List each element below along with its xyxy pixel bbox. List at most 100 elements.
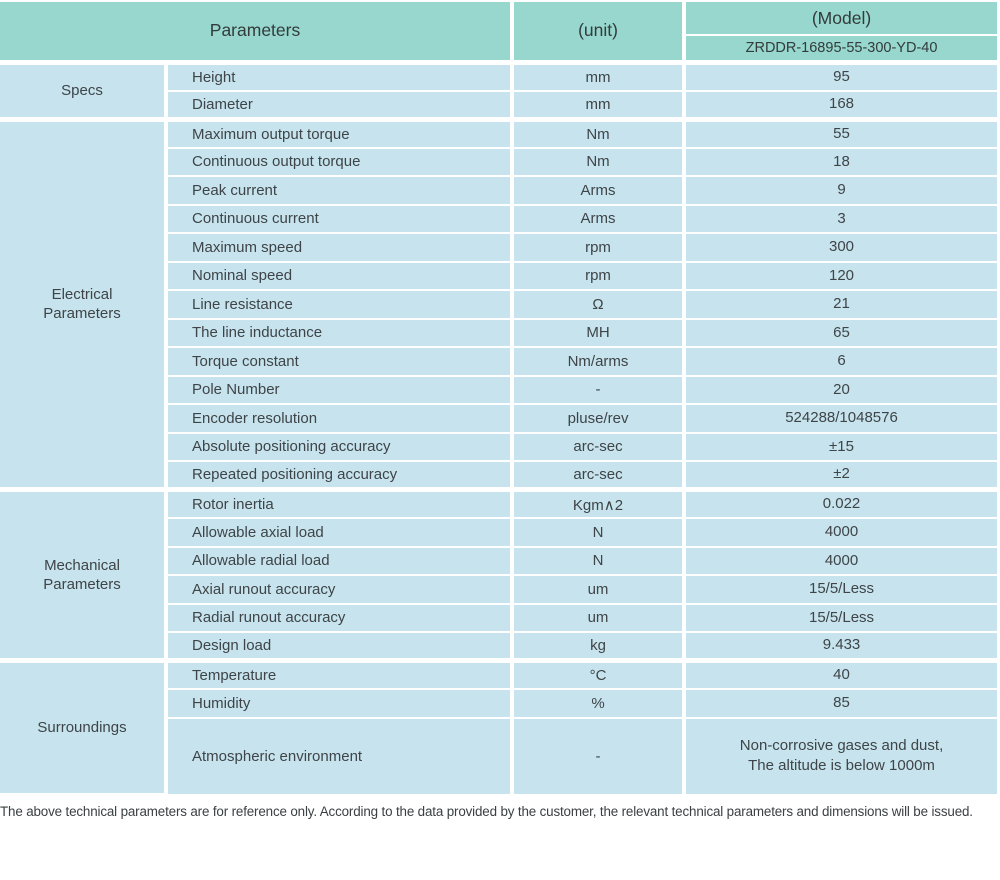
table-row: Axial runout accuracy um 15/5/Less: [0, 574, 998, 605]
header-parameters: Parameters: [0, 2, 515, 63]
header-row-1: Parameters (unit) (Model): [0, 2, 998, 63]
table-row: Absolute positioning accuracy arc-sec ±15: [0, 431, 998, 462]
param-cell: Absolute positioning accuracy: [163, 431, 515, 462]
table-row: Continuous output torque Nm 18: [0, 146, 998, 177]
unit-cell: mm: [510, 59, 687, 92]
param-cell: Allowable radial load: [163, 545, 515, 576]
value-cell: 3: [682, 203, 998, 234]
header-model: (Model): [682, 2, 998, 36]
value-cell: 15/5/Less: [682, 574, 998, 605]
table-row: Line resistance Ω 21: [0, 289, 998, 320]
table-row: Radial runout accuracy um 15/5/Less: [0, 602, 998, 633]
table-row: Continuous current Arms 3: [0, 203, 998, 234]
footer-note: The above technical parameters are for r…: [0, 803, 973, 819]
param-cell: Continuous current: [163, 203, 515, 234]
unit-cell: N: [510, 517, 687, 548]
value-cell: 95: [682, 59, 998, 92]
value-cell: Non-corrosive gases and dust, The altitu…: [682, 716, 998, 794]
table-row: Mechanical Parameters Rotor inertia Kgm∧2 0…: [0, 487, 998, 662]
parameters-table: Parameters (unit) (Model) ZRDDR-16895-55…: [0, 2, 998, 795]
table-row: Specs Height mm 95: [0, 59, 998, 120]
table-body: Specs Height mm 95 Diameter mm 168 Electrical P…: [0, 59, 998, 795]
unit-cell: pluse/rev: [510, 403, 687, 434]
unit-cell: %: [510, 688, 687, 719]
section-label: Mechanical Parameters: [0, 487, 168, 662]
unit-cell: -: [510, 716, 687, 794]
unit-cell: kg: [510, 631, 687, 662]
param-cell: Line resistance: [163, 289, 515, 320]
param-cell: Temperature: [163, 658, 515, 690]
unit-cell: um: [510, 602, 687, 633]
header-model-number: ZRDDR-16895-55-300-YD-40: [682, 34, 998, 63]
value-cell: 9.433: [682, 631, 998, 662]
value-cell: 300: [682, 232, 998, 263]
param-cell: Peak current: [163, 175, 515, 206]
section-label: Specs: [0, 59, 168, 120]
unit-cell: Arms: [510, 203, 687, 234]
unit-cell: °C: [510, 658, 687, 690]
param-cell: Height: [163, 59, 515, 92]
value-cell: 4000: [682, 517, 998, 548]
table-row: Maximum speed rpm 300: [0, 232, 998, 263]
table-row: Humidity% 85: [0, 688, 998, 719]
param-cell: Atmospheric environment: [163, 716, 515, 794]
unit-cell: MH: [510, 317, 687, 348]
table-row: Atmospheric environment - Non-corrosive ga…: [0, 716, 998, 794]
param-cell: Design load: [163, 631, 515, 662]
unit-cell: rpm: [510, 260, 687, 291]
table-row: Repeated positioning accuracy arc-sec ±2: [0, 460, 998, 491]
value-cell: 21: [682, 289, 998, 320]
param-cell: Pole Number: [163, 374, 515, 405]
param-cell: Axial runout accuracy: [163, 574, 515, 605]
param-cell: Allowable axial load: [163, 517, 515, 548]
unit-cell: -: [510, 374, 687, 405]
unit-cell: Arms: [510, 175, 687, 206]
value-cell: 9: [682, 175, 998, 206]
value-cell: 85: [682, 688, 998, 719]
header-unit: (unit): [510, 2, 687, 63]
section-label: Electrical Parameters: [0, 116, 168, 491]
value-cell: 524288/1048576: [682, 403, 998, 434]
section-label: Surroundings: [0, 658, 168, 795]
param-cell: Continuous output torque: [163, 146, 515, 177]
value-cell: 55: [682, 116, 998, 149]
unit-cell: N: [510, 545, 687, 576]
unit-cell: arc-sec: [510, 431, 687, 462]
unit-cell: arc-sec: [510, 460, 687, 491]
unit-cell: Nm: [510, 146, 687, 177]
table-row: Torque constant Nm/arms 6: [0, 346, 998, 377]
value-cell: 0.022: [682, 487, 998, 519]
unit-cell: rpm: [510, 232, 687, 263]
param-cell: Nominal speed: [163, 260, 515, 291]
table-row: The line inductance MH 65: [0, 317, 998, 348]
value-cell: 120: [682, 260, 998, 291]
unit-cell: mm: [510, 89, 687, 120]
value-cell: ±2: [682, 460, 998, 491]
unit-cell: um: [510, 574, 687, 605]
param-cell: Radial runout accuracy: [163, 602, 515, 633]
value-cell: ±15: [682, 431, 998, 462]
value-cell: 6: [682, 346, 998, 377]
value-cell: 65: [682, 317, 998, 348]
param-cell: Rotor inertia: [163, 487, 515, 519]
table-row: Design load kg 9.433: [0, 631, 998, 662]
unit-cell: Ω: [510, 289, 687, 320]
value-cell: 40: [682, 658, 998, 690]
param-cell: Diameter: [163, 89, 515, 120]
value-cell: 18: [682, 146, 998, 177]
unit-cell: Nm/arms: [510, 346, 687, 377]
param-cell: The line inductance: [163, 317, 515, 348]
unit-cell: Kgm∧2: [510, 487, 687, 519]
param-cell: Maximum output torque: [163, 116, 515, 149]
value-cell: 4000: [682, 545, 998, 576]
param-cell: Maximum speed: [163, 232, 515, 263]
param-cell: Repeated positioning accuracy: [163, 460, 515, 491]
value-cell: 15/5/Less: [682, 602, 998, 633]
table-row: Encoder resolution pluse/rev 524288/104857…: [0, 403, 998, 434]
table-row: Electrical Parameters Maximum output torq…: [0, 116, 998, 491]
table-row: Surroundings Temperature °C 40: [0, 658, 998, 795]
table-row: Nominal speed rpm 120: [0, 260, 998, 291]
unit-cell: Nm: [510, 116, 687, 149]
param-cell: Torque constant: [163, 346, 515, 377]
